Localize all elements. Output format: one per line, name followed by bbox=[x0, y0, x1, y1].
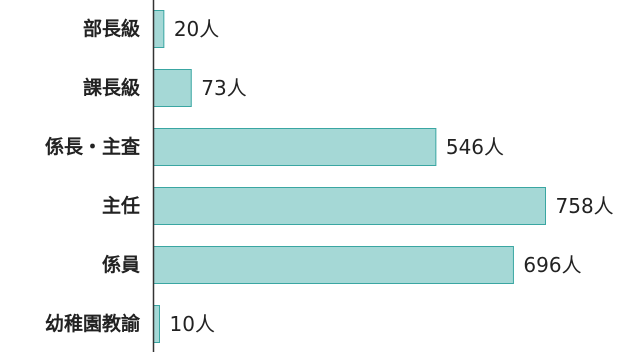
bar bbox=[153, 305, 160, 343]
bar bbox=[153, 128, 437, 166]
category-label: 課長級 bbox=[83, 76, 140, 99]
bar bbox=[153, 69, 192, 107]
value-label: 546人 bbox=[446, 135, 504, 159]
category-label: 係長・主査 bbox=[45, 135, 141, 158]
category-label: 主任 bbox=[102, 194, 140, 217]
value-label: 758人 bbox=[556, 194, 614, 218]
category-label: 部長級 bbox=[83, 17, 140, 40]
bar bbox=[153, 10, 165, 48]
category-label: 幼稚園教諭 bbox=[45, 312, 141, 335]
value-label: 696人 bbox=[523, 253, 581, 277]
value-label: 20人 bbox=[174, 17, 219, 41]
value-label: 10人 bbox=[170, 312, 215, 336]
category-label: 係員 bbox=[102, 253, 140, 276]
bar bbox=[153, 187, 546, 225]
bar bbox=[153, 246, 514, 284]
value-label: 73人 bbox=[201, 76, 246, 100]
